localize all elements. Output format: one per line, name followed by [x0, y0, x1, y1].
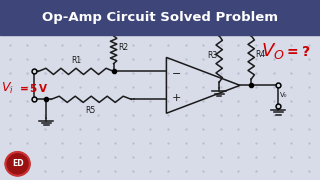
Text: $\mathbf{\it{V_i}}$: $\mathbf{\it{V_i}}$ — [1, 81, 13, 96]
Text: Op-Amp Circuit Solved Problem: Op-Amp Circuit Solved Problem — [42, 11, 278, 24]
Text: $\mathbf{= ?}$: $\mathbf{= ?}$ — [284, 45, 310, 59]
Text: ED: ED — [12, 159, 23, 168]
Text: R2: R2 — [118, 43, 129, 52]
Text: R1: R1 — [71, 56, 81, 65]
Text: −: − — [172, 69, 181, 78]
Text: R3: R3 — [207, 51, 218, 60]
Text: $\mathbf{\it{V_O}}$: $\mathbf{\it{V_O}}$ — [261, 41, 284, 61]
Text: R5: R5 — [85, 106, 96, 115]
Text: +: + — [172, 93, 181, 103]
Text: $\mathbf{= 5\,V}$: $\mathbf{= 5\,V}$ — [17, 82, 48, 94]
FancyBboxPatch shape — [0, 0, 320, 35]
Circle shape — [5, 152, 30, 176]
Text: R4: R4 — [255, 50, 265, 59]
Text: V₀: V₀ — [280, 92, 287, 98]
